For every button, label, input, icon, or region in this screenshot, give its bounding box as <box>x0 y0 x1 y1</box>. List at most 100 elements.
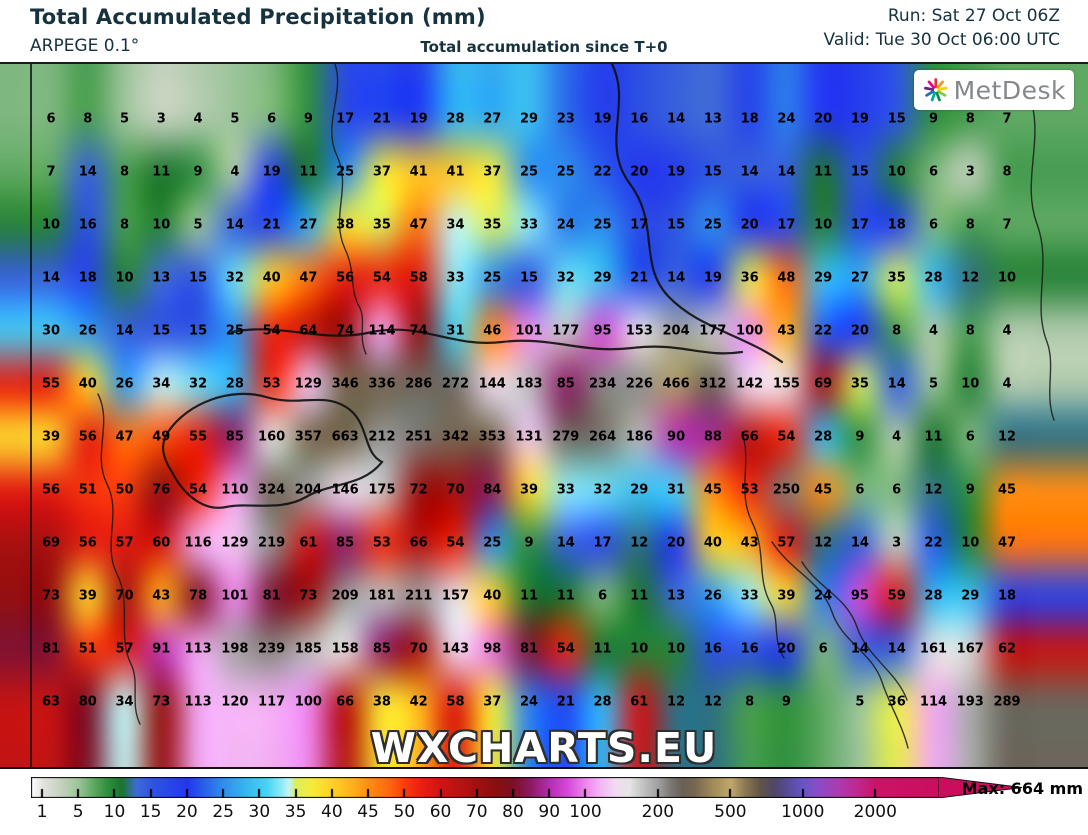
grid-value: 48 <box>777 270 796 286</box>
grid-value: 16 <box>703 641 722 657</box>
grid-value: 289 <box>993 694 1021 710</box>
grid-value: 10 <box>115 270 134 286</box>
grid-value: 58 <box>446 694 465 710</box>
grid-value: 27 <box>299 217 318 233</box>
grid-value: 35 <box>850 376 869 392</box>
grid-value: 45 <box>703 482 722 498</box>
grid-value: 10 <box>997 270 1017 286</box>
grid-value: 9 <box>524 535 534 551</box>
grid-value: 36 <box>887 694 906 710</box>
grid-value: 8 <box>1002 164 1012 180</box>
grid-value: 81 <box>519 641 539 657</box>
grid-value: 32 <box>189 376 208 392</box>
grid-value: 14 <box>225 217 244 233</box>
grid-value: 8 <box>120 217 130 233</box>
grid-value: 32 <box>556 270 575 286</box>
grid-value: 20 <box>814 111 833 127</box>
grid-value: 185 <box>294 641 322 657</box>
colorbar-tick-label: 5 <box>72 802 84 822</box>
grid-value: 8 <box>120 164 130 180</box>
grid-value: 40 <box>483 588 502 604</box>
grid-value: 11 <box>814 164 833 180</box>
grid-value: 8 <box>745 694 755 710</box>
grid-value: 32 <box>593 482 612 498</box>
grid-value: 33 <box>519 217 539 233</box>
grid-value: 14 <box>556 535 575 551</box>
grid-value: 15 <box>152 323 171 339</box>
grid-value: 12 <box>924 482 943 498</box>
grid-value: 59 <box>887 588 906 604</box>
grid-value: 15 <box>667 217 686 233</box>
grid-value: 20 <box>777 641 796 657</box>
grid-value: 12 <box>997 429 1017 445</box>
grid-value: 91 <box>152 641 171 657</box>
grid-value: 131 <box>515 429 543 445</box>
grid-value: 9 <box>965 482 975 498</box>
grid-value: 23 <box>556 111 575 127</box>
colorbar-tick-label: 25 <box>212 802 234 822</box>
grid-value: 14 <box>740 164 759 180</box>
grid-value: 177 <box>699 323 727 339</box>
grid-value: 234 <box>588 376 617 392</box>
colorbar-tick-label: 50 <box>393 802 416 822</box>
grid-value: 13 <box>152 270 171 286</box>
grid-value: 144 <box>478 376 506 392</box>
grid-value: 14 <box>887 641 906 657</box>
colorbar-tick-label: 90 <box>538 802 561 822</box>
grid-value: 219 <box>258 535 286 551</box>
grid-value: 85 <box>372 641 391 657</box>
wxcharts-watermark: WXCHARTS.EU <box>370 724 718 769</box>
grid-value: 10 <box>814 217 833 233</box>
grid-value: 17 <box>336 111 355 127</box>
grid-value: 8 <box>965 111 975 127</box>
grid-value: 10 <box>41 217 61 233</box>
grid-value: 29 <box>630 482 649 498</box>
grid-value: 34 <box>446 217 465 233</box>
grid-value: 60 <box>152 535 171 551</box>
grid-value: 14 <box>41 270 61 286</box>
grid-value: 56 <box>41 482 61 498</box>
grid-value: 25 <box>519 164 539 180</box>
grid-value: 264 <box>588 429 617 445</box>
colorbar-arrow-icon <box>938 777 1023 798</box>
grid-value: 14 <box>667 111 686 127</box>
grid-value: 40 <box>78 376 97 392</box>
grid-value: 37 <box>483 164 502 180</box>
grid-value: 14 <box>850 641 869 657</box>
grid-value: 19 <box>703 270 722 286</box>
metdesk-logo-text: MetDesk <box>953 75 1066 105</box>
grid-value: 167 <box>956 641 984 657</box>
metdesk-starburst-icon <box>924 78 948 102</box>
grid-value: 6 <box>267 111 277 127</box>
grid-value: 53 <box>262 376 281 392</box>
grid-value: 66 <box>740 429 759 445</box>
colorbar-tick-label: 40 <box>321 802 343 822</box>
grid-value: 120 <box>221 694 249 710</box>
grid-value: 54 <box>446 535 465 551</box>
grid-value: 56 <box>336 270 355 286</box>
grid-value: 32 <box>225 270 244 286</box>
grid-value: 3 <box>892 535 902 551</box>
grid-value: 25 <box>336 164 355 180</box>
grid-value: 183 <box>515 376 543 392</box>
grid-value: 61 <box>630 694 649 710</box>
grid-value: 66 <box>336 694 355 710</box>
grid-value: 16 <box>78 217 97 233</box>
grid-value: 24 <box>814 588 833 604</box>
grid-value: 3 <box>156 111 166 127</box>
colorbar-tick-label: 80 <box>502 802 524 822</box>
page-title: Total Accumulated Precipitation (mm) <box>30 5 486 29</box>
grid-value: 17 <box>777 217 796 233</box>
grid-value: 18 <box>78 270 97 286</box>
grid-value: 39 <box>519 482 539 498</box>
grid-value: 47 <box>299 270 318 286</box>
grid-value: 30 <box>41 323 61 339</box>
accumulation-subtitle: Total accumulation since T+0 <box>420 38 668 56</box>
grid-value: 9 <box>781 694 791 710</box>
grid-value: 27 <box>483 111 502 127</box>
grid-value: 85 <box>336 535 355 551</box>
grid-value: 66 <box>409 535 428 551</box>
grid-value: 204 <box>294 482 322 498</box>
grid-value: 70 <box>115 588 134 604</box>
grid-value: 6 <box>965 429 975 445</box>
